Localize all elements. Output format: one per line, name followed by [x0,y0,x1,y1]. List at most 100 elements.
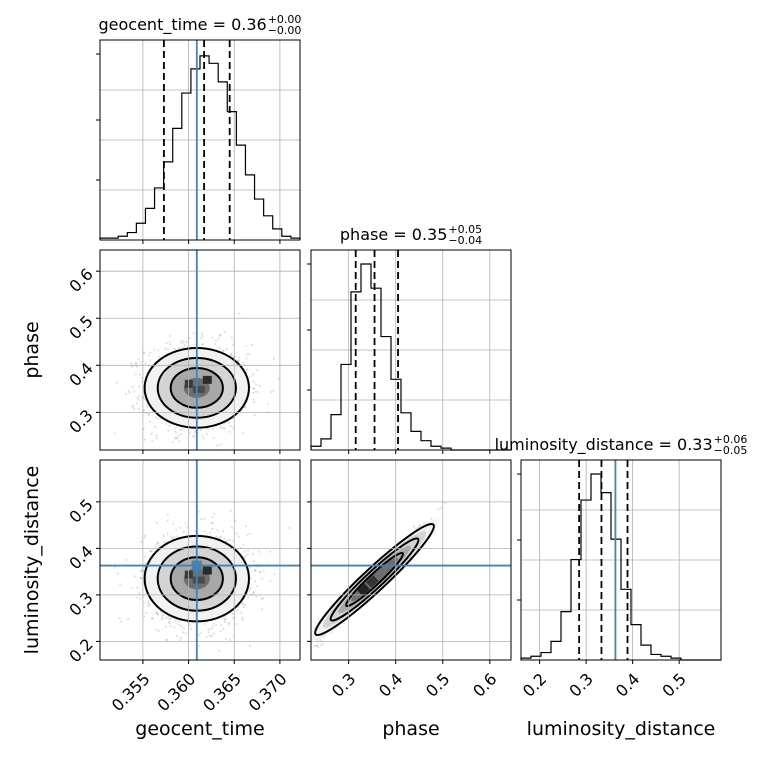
scatter-point [244,554,248,558]
scatter-point [155,521,158,525]
scatter-point [211,527,214,531]
scatter-point [211,336,214,339]
scatter-point [127,389,130,392]
scatter-point [166,519,169,522]
scatter-point [272,357,275,361]
scatter-point [144,555,147,558]
histogram-luminosity_distance [520,473,721,661]
scatter-point [230,526,233,529]
scatter-point [215,444,219,447]
scatter-point [225,348,228,351]
x-tick-label: 0.370 [245,669,291,715]
y-tick-label: 0.5 [65,312,96,343]
scatter-point [211,625,214,628]
scatter-point [162,613,165,617]
scatter-point [262,597,265,600]
axes-layer [96,39,722,664]
scatter-point [166,348,169,351]
scatter-point [179,526,182,529]
x-tick-label: 0.360 [154,669,200,715]
scatter-point [155,543,158,546]
line-layer [100,40,617,660]
scatter-point [160,614,163,617]
title-main: geocent_time = 0.36 [99,15,267,35]
scatter-point [247,549,250,552]
scatter-point [200,332,203,335]
scatter-point [215,535,218,538]
scatter-point [255,368,259,371]
scatter-point [295,667,297,669]
scatter-point [156,612,159,616]
scatter-point [167,429,170,432]
scatter-point [237,359,240,362]
scatter-point [140,396,143,399]
scatter-point [156,478,158,480]
scatter-point [212,427,215,430]
scatter-point [171,537,174,540]
scatter-point [226,539,229,542]
scatter-point [154,628,158,631]
scatter-point [209,634,212,637]
x-tick-label: 0.5 [422,669,453,700]
scatter-point [228,639,232,642]
scatter-point [176,437,179,440]
scatter-point [125,393,128,396]
scatter-point [139,597,142,601]
scatter-point [210,521,213,525]
x-tick-label: 0.3 [565,669,596,700]
scatter-point [261,578,264,581]
scatter-point [166,532,169,535]
scatter-point [245,344,248,347]
scatter-point [342,621,345,625]
scatter-point [181,428,184,431]
scatter-point [228,430,231,433]
scatter-point [220,426,223,429]
scatter-point [315,644,318,647]
grid-layer [100,40,721,660]
scatter-point [175,437,178,440]
scatter-point [157,349,160,352]
scatter-point [258,384,261,387]
scatter-point [151,439,154,442]
scatter-point [254,580,257,583]
scatter-point [249,566,252,569]
scatter-point [156,542,159,545]
scatter-point [183,470,185,472]
scatter-point [212,622,215,625]
scatter-point [173,626,176,629]
scatter-point [230,336,233,339]
scatter-point [180,433,183,436]
panel-frame [310,249,512,451]
scatter-point [200,336,203,339]
scatter-point [146,601,149,605]
scatter-point [138,592,141,595]
scatter-point [138,373,141,376]
scatter-point [154,545,157,548]
scatter-point [140,361,143,364]
x-tick-label: 0.4 [375,669,406,700]
scatter-point [318,638,322,641]
y-tick-label: 0.4 [65,542,96,573]
scatter-point [179,428,182,431]
scatter-point [219,443,222,446]
scatter-point [255,585,258,588]
scatter-point [173,536,176,539]
scatter-point [140,569,143,572]
title-sup: +0.00 [268,13,302,26]
scatter-point [437,508,440,511]
scatter-point [164,347,167,350]
scatter-point [168,620,171,624]
scatter-point [243,556,246,559]
scatter-point [234,355,237,358]
panel-frame [99,249,301,451]
scatter-point [131,405,134,408]
scatter-point [238,312,241,315]
scatter-point [254,414,257,417]
scatter-point [260,597,263,601]
scatter-point [169,343,172,346]
scatter-point [116,572,119,575]
scatter-point [223,330,226,334]
scatter-point [147,354,150,357]
scatter-point [228,421,231,424]
scatter-point [229,424,232,428]
